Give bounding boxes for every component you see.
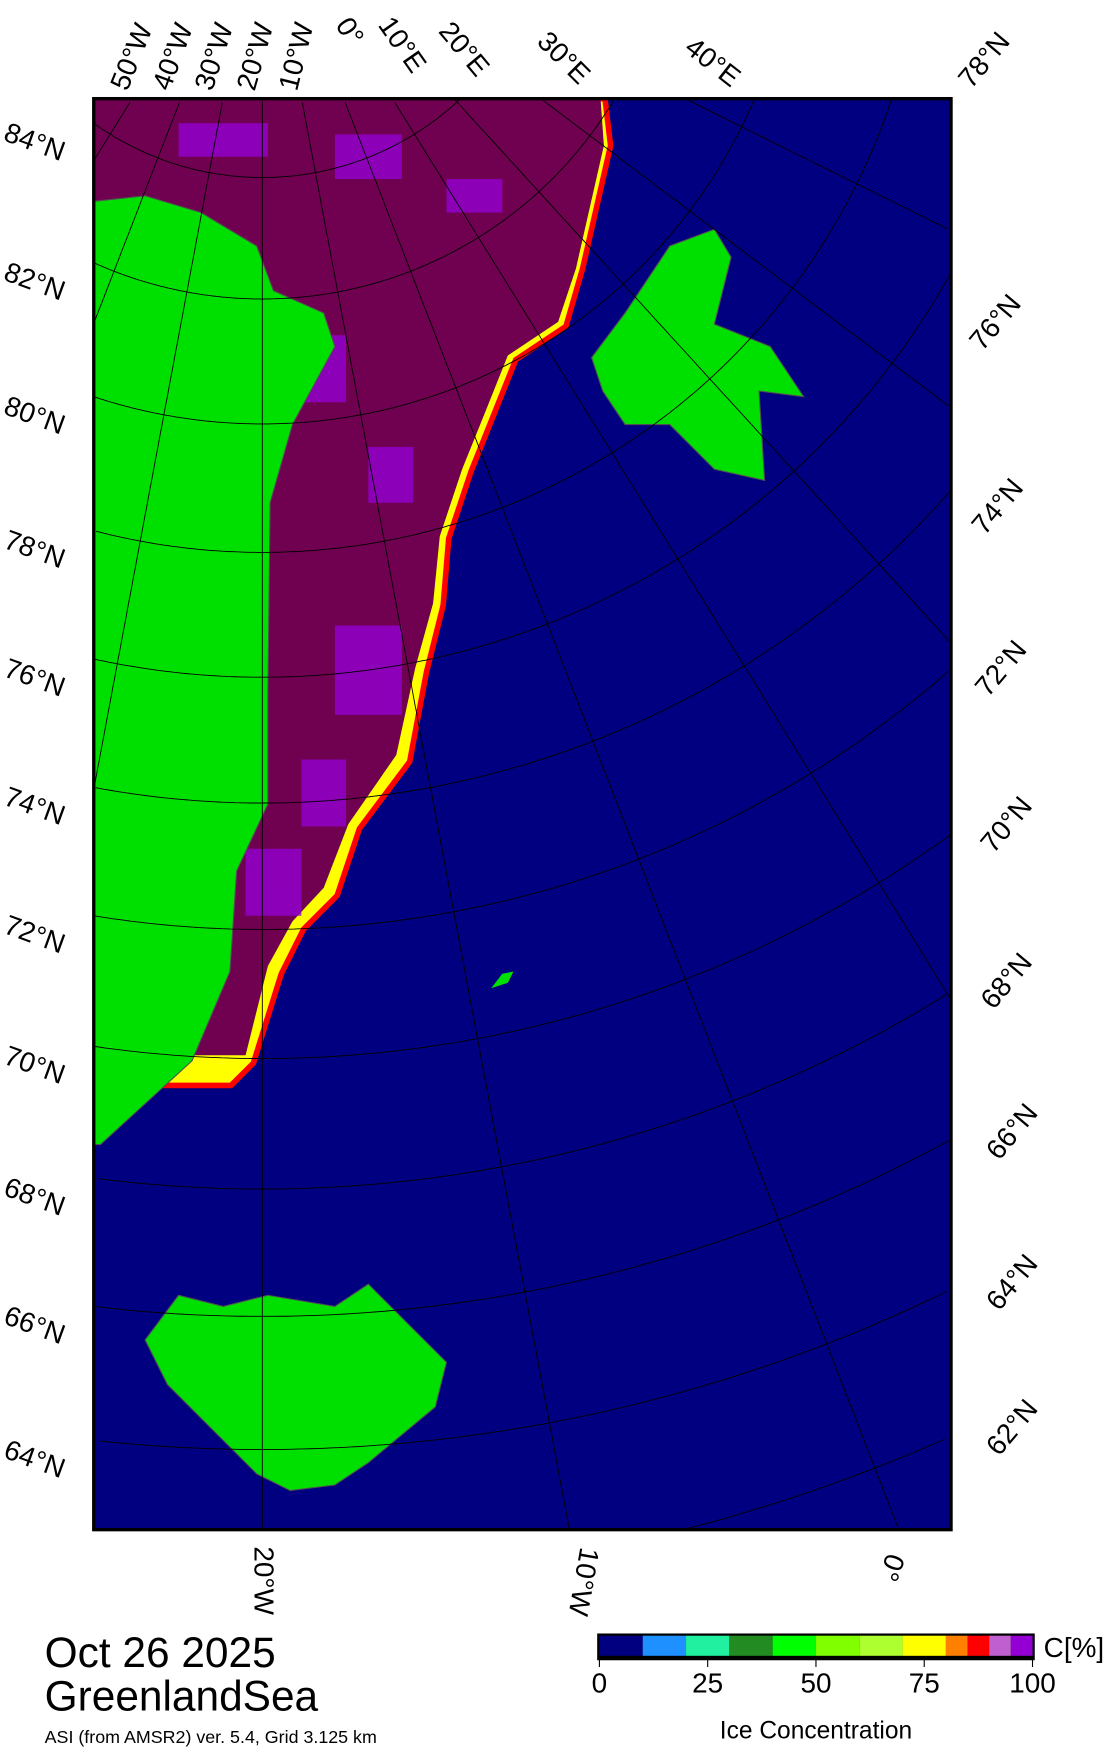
lon-label-top: 20°E <box>433 16 496 82</box>
jan-mayen-land <box>491 971 514 989</box>
lon-label-top: 10°W <box>273 19 320 94</box>
meridian-line <box>94 101 181 321</box>
lon-label-top: 30°E <box>532 25 597 90</box>
lat-label-left: 78°N <box>0 524 69 574</box>
lat-label-right: 68°N <box>974 947 1038 1015</box>
lat-label-left: 80°N <box>0 390 69 440</box>
meridian-line <box>542 100 949 407</box>
colorbar-bin <box>815 1635 860 1656</box>
colorbar-bin <box>859 1635 903 1656</box>
lat-label-right: 62°N <box>980 1393 1044 1461</box>
colorbar-tick-label: 100 <box>1009 1668 1056 1699</box>
colorbar-bin <box>686 1635 730 1656</box>
lon-label-bottom: 20°W <box>249 1546 280 1615</box>
colorbar-bin <box>1010 1635 1033 1656</box>
graticule <box>93 98 952 1530</box>
source-note: ASI (from AMSR2) ver. 5.4, Grid 3.125 km <box>45 1727 377 1747</box>
greenland-land <box>93 195 336 1146</box>
lat-label-left: 72°N <box>0 909 69 959</box>
colorbar-title: Ice Concentration <box>720 1717 912 1744</box>
latitude-line <box>94 98 461 179</box>
meridian-line <box>93 102 223 789</box>
lon-label-top: 10°E <box>372 11 432 79</box>
colorbar-tick-label: 50 <box>800 1668 831 1699</box>
lat-label-left: 66°N <box>0 1300 69 1350</box>
latitude-line <box>98 994 947 1190</box>
lon-label-bottom: 10°W <box>563 1545 606 1619</box>
colorbar-bin <box>967 1635 990 1656</box>
latitude-line <box>95 491 951 804</box>
svalbard-land <box>590 228 805 482</box>
colorbar: 0 25 50 75 100 <box>592 1633 1056 1699</box>
colorbar-bin <box>642 1635 687 1656</box>
map-frame <box>92 96 953 1532</box>
latitude-line <box>99 1291 947 1450</box>
colorbar-tick-label: 0 <box>592 1668 608 1699</box>
colorbar-bin <box>989 1635 1011 1656</box>
meridian-line <box>301 102 570 1530</box>
meridian-line <box>687 99 948 230</box>
ice-speckle <box>178 123 503 916</box>
latitude-line <box>686 1438 945 1530</box>
colorbar-bin <box>772 1635 816 1656</box>
lat-label-left: 82°N <box>0 256 69 306</box>
iceland-land <box>144 1283 448 1492</box>
lat-label-right: 64°N <box>980 1248 1044 1316</box>
meridian-line <box>344 101 899 1529</box>
colorbar-bin <box>945 1635 968 1656</box>
colorbar-bin <box>599 1635 643 1656</box>
latitude-line <box>94 99 755 425</box>
lat-label-left: 74°N <box>0 781 69 831</box>
colorbar-tick-label: 25 <box>692 1668 723 1699</box>
meridian-line <box>94 102 131 160</box>
lat-label-right: 70°N <box>974 791 1038 859</box>
lon-label-top: 0° <box>330 12 370 51</box>
lat-label-left: 76°N <box>0 652 69 702</box>
lat-label-right: 74°N <box>965 472 1029 540</box>
lat-label-right: 76°N <box>963 288 1027 356</box>
lat-label-left: 64°N <box>0 1434 69 1484</box>
lat-label-right: 72°N <box>969 634 1033 702</box>
region-title: GreenlandSea <box>45 1673 319 1720</box>
colorbar-tick-label: 75 <box>909 1668 940 1699</box>
meridian-line <box>394 102 951 1000</box>
meridian-line <box>453 98 952 644</box>
latitude-line <box>94 670 949 930</box>
date-title: Oct 26 2025 <box>45 1629 276 1676</box>
map-area <box>93 98 952 1530</box>
colorbar-bin <box>729 1635 773 1656</box>
latitude-line <box>94 1140 950 1317</box>
lat-label-right: 66°N <box>980 1097 1044 1165</box>
latitude-line <box>93 99 615 300</box>
latitude-line <box>96 99 893 553</box>
lat-label-left: 84°N <box>0 116 69 166</box>
latitude-line <box>94 273 951 678</box>
latitude-line <box>94 834 951 1059</box>
colorbar-bin <box>902 1635 946 1656</box>
lat-label-left: 70°N <box>0 1040 69 1090</box>
lat-label-left: 68°N <box>0 1171 69 1221</box>
lat-label-right: 78°N <box>952 26 1016 94</box>
lon-label-top: 40°E <box>679 31 746 93</box>
colorbar-unit: C[%] <box>1044 1632 1104 1663</box>
lon-label-bottom: 0° <box>873 1550 911 1586</box>
